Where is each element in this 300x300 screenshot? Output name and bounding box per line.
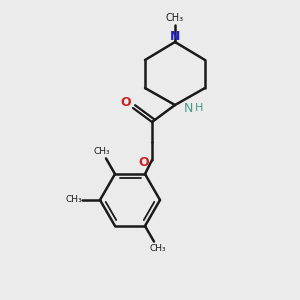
- Text: N: N: [170, 31, 180, 44]
- Text: CH₃: CH₃: [166, 13, 184, 23]
- Text: CH₃: CH₃: [94, 147, 110, 156]
- Text: CH₃: CH₃: [150, 244, 166, 253]
- Text: CH₃: CH₃: [66, 196, 82, 205]
- Text: O: O: [139, 155, 149, 169]
- Text: N: N: [183, 101, 193, 115]
- Text: O: O: [121, 97, 131, 110]
- Text: H: H: [195, 103, 203, 113]
